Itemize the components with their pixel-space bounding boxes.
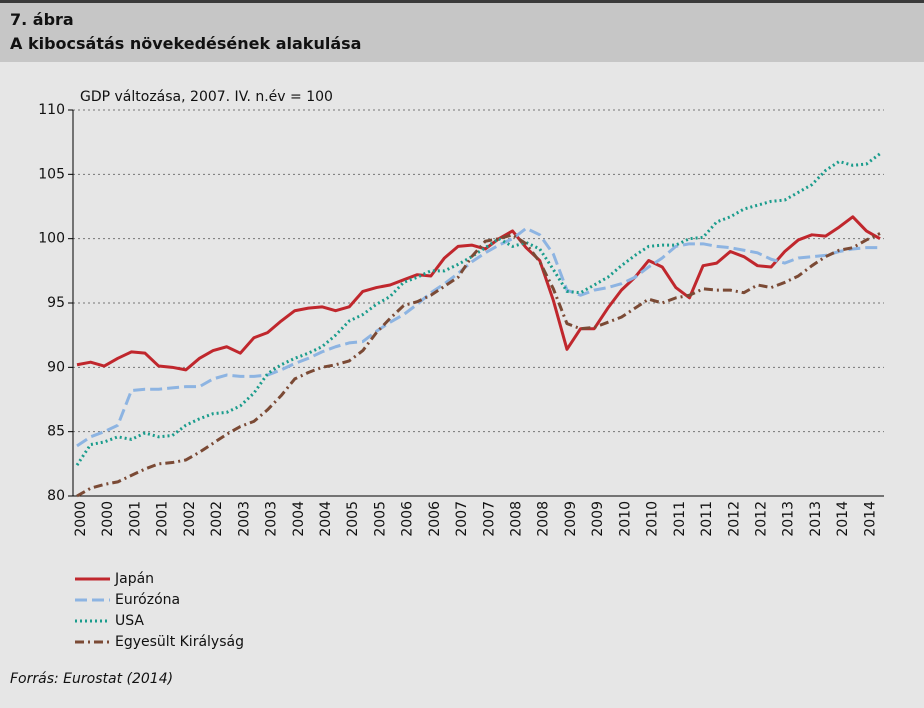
x-tick-label: 2014 bbox=[835, 501, 851, 537]
x-tick-label: 2011 bbox=[699, 501, 715, 537]
x-tick-label: 2010 bbox=[645, 501, 661, 537]
series-line bbox=[76, 215, 881, 372]
legend-label: Eurózóna bbox=[115, 592, 180, 608]
x-tick-label: 2003 bbox=[236, 501, 252, 537]
legend-label: Egyesült Királyság bbox=[115, 634, 244, 650]
x-tick-label: 2005 bbox=[345, 501, 361, 537]
x-tick-label: 2010 bbox=[617, 501, 633, 537]
figure-number: 7. ábra bbox=[10, 10, 74, 29]
x-tick-label: 2009 bbox=[563, 501, 579, 537]
chart: GDP változása, 2007. IV. n.év = 100 80 85… bbox=[38, 89, 884, 650]
x-tick-label: 2006 bbox=[427, 501, 443, 537]
x-tick-label: 2003 bbox=[264, 501, 280, 537]
x-tick-label: 2006 bbox=[400, 501, 416, 537]
series-line bbox=[76, 226, 880, 448]
x-tick-label: 2007 bbox=[481, 501, 497, 537]
x-tick-label: 2004 bbox=[291, 501, 307, 537]
x-tick-label: 2008 bbox=[509, 501, 525, 537]
x-tick-label: 2012 bbox=[754, 501, 770, 537]
y-tick-label: 105 bbox=[38, 166, 65, 182]
x-tick-label: 2002 bbox=[182, 501, 198, 537]
legend-label: USA bbox=[115, 613, 144, 629]
x-tick-label: 2000 bbox=[100, 501, 116, 537]
x-tick-label: 2009 bbox=[590, 501, 606, 537]
figure-title: A kibocsátás növekedésének alakulása bbox=[10, 34, 362, 53]
x-tick-label: 2000 bbox=[73, 501, 89, 537]
x-tick-label: 2004 bbox=[318, 501, 334, 537]
y-tick-label: 85 bbox=[47, 424, 65, 440]
y-axis-label: GDP változása, 2007. IV. n.év = 100 bbox=[80, 89, 333, 105]
x-tick-label: 2008 bbox=[536, 501, 552, 537]
y-tick-label: 90 bbox=[47, 359, 65, 375]
header: 7. ábra A kibocsátás növekedésének alaku… bbox=[0, 0, 924, 62]
legend-label: Japán bbox=[114, 571, 154, 587]
series-line bbox=[75, 152, 881, 466]
y-tick-label: 80 bbox=[47, 488, 65, 504]
y-tick-label: 95 bbox=[47, 295, 65, 311]
x-tick-label: 2012 bbox=[726, 501, 742, 537]
x-tick-label: 2001 bbox=[155, 501, 171, 537]
x-tick-label: 2002 bbox=[209, 501, 225, 537]
x-tick-label: 2007 bbox=[454, 501, 470, 537]
series-line bbox=[76, 232, 881, 498]
x-tick-label: 2001 bbox=[127, 501, 143, 537]
y-tick-label: 100 bbox=[38, 231, 65, 247]
x-tick-label: 2014 bbox=[862, 501, 878, 537]
x-tick-label: 2005 bbox=[372, 501, 388, 537]
y-tick-label: 110 bbox=[38, 102, 65, 118]
x-tick-label: 2013 bbox=[781, 501, 797, 537]
x-tick-label: 2011 bbox=[672, 501, 688, 537]
source: Forrás: Eurostat (2014) bbox=[10, 671, 174, 687]
x-tick-label: 2013 bbox=[808, 501, 824, 537]
